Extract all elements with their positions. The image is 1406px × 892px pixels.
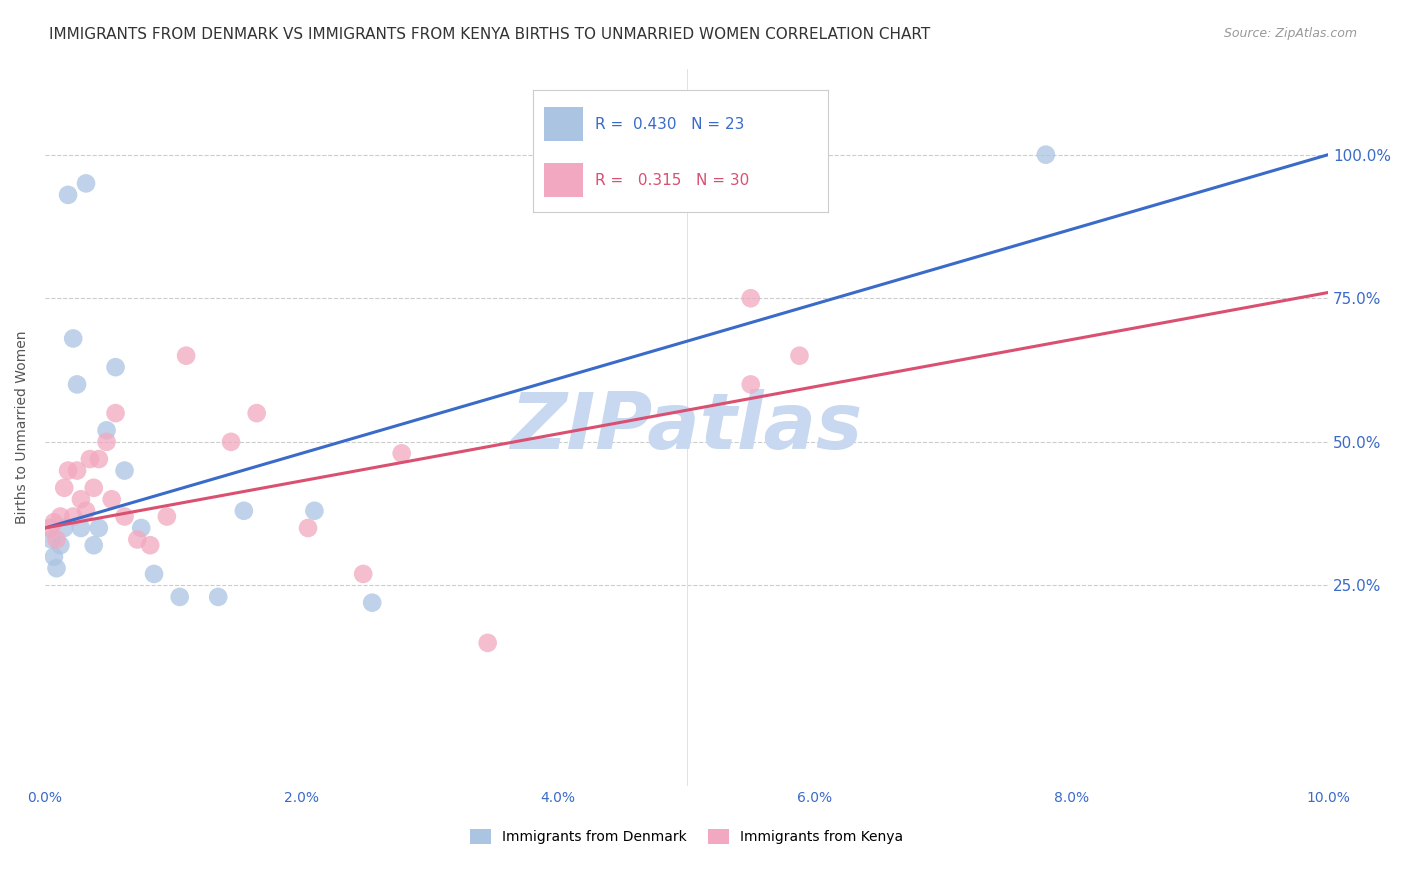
- Point: [789, 349, 811, 363]
- Point: [45, 533, 67, 547]
- Point: [114, 464, 136, 478]
- Point: [53, 521, 76, 535]
- Point: [70, 492, 93, 507]
- Point: [42, 515, 65, 529]
- Point: [297, 521, 319, 535]
- Point: [477, 636, 499, 650]
- Point: [66, 464, 89, 478]
- Point: [740, 377, 762, 392]
- Point: [143, 566, 166, 581]
- Point: [304, 504, 326, 518]
- Point: [246, 406, 269, 420]
- Point: [104, 360, 127, 375]
- Point: [87, 452, 110, 467]
- Text: IMMIGRANTS FROM DENMARK VS IMMIGRANTS FROM KENYA BIRTHS TO UNMARRIED WOMEN CORRE: IMMIGRANTS FROM DENMARK VS IMMIGRANTS FR…: [49, 27, 931, 42]
- Point: [49, 509, 72, 524]
- Point: [83, 481, 105, 495]
- Point: [87, 521, 110, 535]
- Point: [96, 423, 118, 437]
- Point: [49, 538, 72, 552]
- Point: [41, 533, 63, 547]
- Text: Source: ZipAtlas.com: Source: ZipAtlas.com: [1223, 27, 1357, 40]
- Point: [83, 538, 105, 552]
- Point: [352, 566, 374, 581]
- Point: [207, 590, 229, 604]
- Point: [740, 291, 762, 305]
- Point: [45, 561, 67, 575]
- Point: [53, 481, 76, 495]
- Point: [62, 509, 84, 524]
- Point: [79, 452, 101, 467]
- Point: [96, 434, 118, 449]
- Point: [169, 590, 191, 604]
- Point: [56, 187, 79, 202]
- Point: [39, 521, 62, 535]
- Point: [114, 509, 136, 524]
- Point: [104, 406, 127, 420]
- Point: [139, 538, 162, 552]
- Point: [127, 533, 149, 547]
- Point: [174, 349, 197, 363]
- Point: [100, 492, 122, 507]
- Text: ZIPatlas: ZIPatlas: [510, 390, 863, 466]
- Point: [56, 464, 79, 478]
- Point: [62, 331, 84, 345]
- Point: [1035, 147, 1057, 161]
- Point: [66, 377, 89, 392]
- Point: [75, 177, 97, 191]
- Point: [156, 509, 179, 524]
- Point: [42, 549, 65, 564]
- Point: [361, 596, 384, 610]
- Legend: Immigrants from Denmark, Immigrants from Kenya: Immigrants from Denmark, Immigrants from…: [470, 830, 903, 844]
- Point: [75, 504, 97, 518]
- Point: [70, 521, 93, 535]
- Y-axis label: Births to Unmarried Women: Births to Unmarried Women: [15, 331, 30, 524]
- Point: [219, 434, 242, 449]
- Point: [391, 446, 413, 460]
- Point: [232, 504, 254, 518]
- Point: [129, 521, 152, 535]
